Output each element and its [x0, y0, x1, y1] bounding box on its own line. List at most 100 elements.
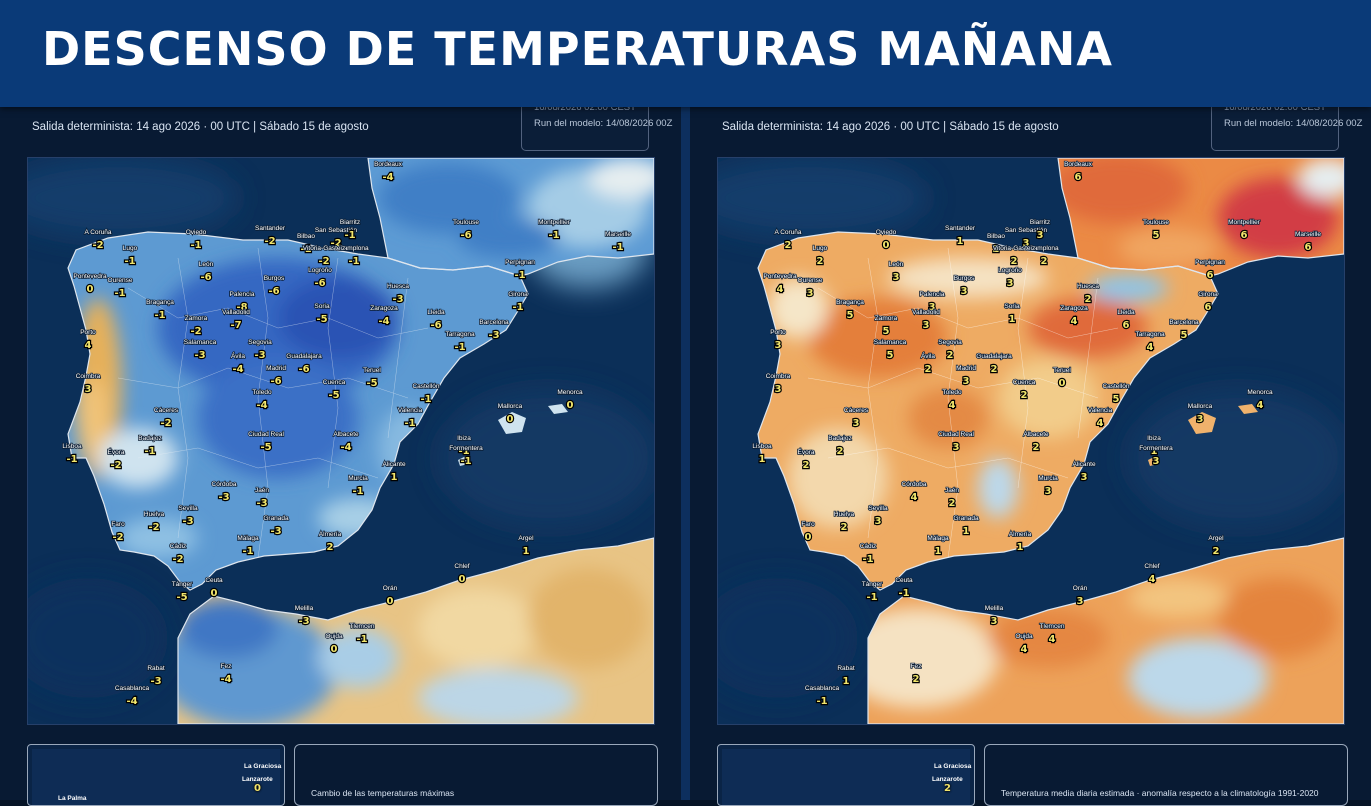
left-legend: Cambio de las temperaturas máximas [294, 744, 658, 806]
right-value-avila: 2 [925, 364, 932, 375]
right-value-chlef: 4 [1149, 574, 1156, 585]
right-value-evora: 2 [803, 460, 810, 471]
left-legend-text: Cambio de las temperaturas máximas [311, 788, 455, 798]
left-value-palencia: -8 [236, 302, 247, 313]
right-value-toledo: 4 [949, 400, 956, 411]
right-map[interactable]: Bordeaux 6 A Coruña 2 Oviedo 0 Santander 1 Bilba… [717, 157, 1345, 725]
left-city-label-salamanca: Salamanca [184, 339, 217, 346]
right-value-braganca: 5 [847, 310, 854, 321]
right-city-label-melilla: Melilla [985, 605, 1004, 612]
left-value-girona: -1 [512, 302, 523, 313]
left-value-braganca: -1 [154, 310, 165, 321]
left-city-label-montpellier: Montpellier [538, 219, 571, 226]
right-city-label-porto: Porto [770, 329, 786, 336]
right-city-label-biarritz: Biarritz [1030, 219, 1050, 226]
left-city-label-biarritz: Biarritz [340, 219, 360, 226]
left-inset-label-la-palma: La Palma [58, 795, 87, 802]
left-city-label-burgos: Burgos [264, 275, 285, 282]
left-city-label-murcia: Murcia [348, 475, 368, 482]
right-city-label-badajoz: Badajoz [828, 435, 852, 442]
right-value-segovia: 2 [947, 350, 954, 361]
right-city-label-tarragona: Tarragona [1135, 331, 1165, 338]
right-value-ciudad-real: 3 [953, 442, 960, 453]
right-city-label-jaen: Jaén [945, 487, 959, 494]
left-value-biarritz: -1 [344, 230, 355, 241]
right-value-toulouse: 5 [1153, 230, 1160, 241]
left-value-jaen: -3 [256, 498, 267, 509]
right-city-label-montpellier: Montpellier [1228, 219, 1261, 226]
left-value-valencia: -1 [404, 418, 415, 429]
right-city-label-san-sebastian: San Sebastián [1005, 227, 1048, 234]
left-city-label-mallorca: Mallorca [498, 403, 523, 410]
right-city-label-santander: Santander [945, 225, 976, 232]
right-city-label-ciudad-real: Ciudad Real [938, 431, 974, 438]
left-city-label-lleida: Lleida [427, 309, 445, 316]
left-city-label-oran: Orán [383, 585, 398, 592]
left-value-faro: -2 [112, 532, 123, 543]
left-city-label-zamora: Zamora [185, 315, 208, 322]
right-city-label-oviedo: Oviedo [876, 229, 897, 236]
left-value-leon: -6 [200, 272, 211, 283]
right-inset-label-lanzarote: Lanzarote [932, 776, 963, 783]
left-value-caceres: -2 [160, 418, 171, 429]
right-value-soria: 1 [1009, 314, 1016, 325]
left-value-teruel: -5 [366, 378, 377, 389]
right-city-label-soria: Soria [1004, 303, 1020, 310]
right-city-label-logrono: Logroño [998, 267, 1022, 274]
right-city-label-argel: Argel [1208, 535, 1224, 542]
left-city-label-girona: Girona [508, 291, 528, 298]
right-city-label-sevilla: Sevilla [868, 505, 888, 512]
left-value-castellon: -1 [420, 394, 431, 405]
left-map[interactable]: Bordeaux -4 A Coruña -2 Oviedo -1 Santander -2 B… [27, 157, 655, 725]
left-city-label-casablanca: Casablanca [115, 685, 150, 692]
right-city-label-alicante: Alicante [1072, 461, 1096, 468]
left-value-cordoba: -3 [218, 492, 229, 503]
left-city-label-ciudad-real: Ciudad Real [248, 431, 284, 438]
left-city-label-toulouse: Toulouse [453, 219, 479, 226]
left-city-label-pamplona: Pamplona [339, 245, 369, 252]
left-value-ourense: -1 [114, 288, 125, 299]
left-city-label-jaen: Jaén [255, 487, 269, 494]
right-city-label-malaga: Málaga [927, 535, 949, 542]
right-value-huesca: 2 [1085, 294, 1092, 305]
right-value-huelva: 2 [841, 522, 848, 533]
right-city-label-madrid: Madrid [956, 365, 976, 372]
left-value-oujda: 0 [331, 644, 338, 655]
right-value-alicante: 3 [1081, 472, 1088, 483]
right-city-label-coimbra: Coimbra [766, 373, 791, 380]
left-value-zaragoza: -4 [378, 316, 389, 327]
right-value-oviedo: 0 [883, 240, 890, 251]
left-city-label-tanger: Tánger [172, 581, 193, 588]
right-city-label-barcelona: Barcelona [1169, 319, 1199, 326]
left-value-logrono: -6 [314, 278, 325, 289]
right-value-bilbao: 2 [993, 244, 1000, 255]
left-value-murcia: -1 [352, 486, 363, 497]
left-city-label-segovia: Segovia [248, 339, 272, 346]
left-city-label-avila: Ávila [231, 351, 245, 360]
right-value-melilla: 3 [991, 616, 998, 627]
left-value-malaga: -1 [242, 546, 253, 557]
right-city-label-evora: Évora [798, 447, 815, 456]
right-value-valladolid: 3 [923, 320, 930, 331]
left-value-lleida: -6 [430, 320, 441, 331]
right-value-coimbra: 3 [775, 384, 782, 395]
left-value-a-coruna: -2 [92, 240, 103, 251]
right-value-logrono: 3 [1007, 278, 1014, 289]
left-city-label-teruel: Teruel [363, 367, 381, 374]
right-value-badajoz: 2 [837, 446, 844, 457]
right-value-burgos: 3 [961, 286, 968, 297]
right-city-label-albacete: Albacete [1023, 431, 1049, 438]
right-city-label-lleida: Lleida [1117, 309, 1135, 316]
left-value-porto: 4 [85, 340, 92, 351]
left-city-label-pontevedra: Pontevedra [73, 273, 107, 280]
left-value-coimbra: 3 [85, 384, 92, 395]
right-value-argel: 2 [1213, 546, 1220, 557]
right-city-label-marseille: Marseille [1295, 231, 1321, 238]
left-value-mallorca: 0 [507, 414, 514, 425]
left-value-san-sebastian: -2 [330, 238, 341, 249]
left-value-madrid: -6 [270, 376, 281, 387]
right-run-info: Run del modelo: 14/08/2026 00Z [1224, 118, 1363, 129]
right-inset-value: 2 [944, 783, 951, 794]
left-map-canvas: Bordeaux -4 A Coruña -2 Oviedo -1 Santander -2 B… [28, 158, 654, 724]
right-city-label-guadalajara: Guadalajara [976, 353, 1012, 360]
